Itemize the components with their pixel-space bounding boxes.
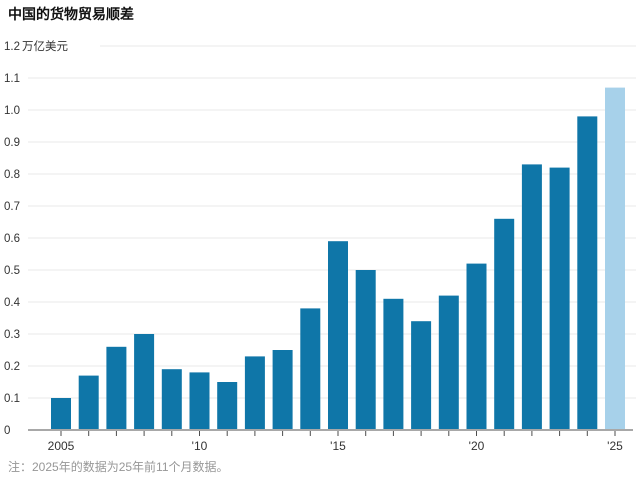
bar-2005 [51, 398, 71, 430]
y-axis-tick-label: 0.9 [4, 137, 20, 149]
y-axis-tick-label: 0.1 [4, 393, 20, 405]
bar-2014 [300, 308, 321, 430]
y-axis-tick-label: 0.4 [4, 297, 21, 309]
x-axis-tick-label: '20 [469, 439, 485, 453]
bar-2013 [272, 350, 293, 430]
x-axis-tick-label: '10 [192, 439, 208, 453]
bar-2007 [106, 346, 127, 430]
x-axis-tick-label: '25 [607, 439, 623, 453]
y-axis-tick-label: 1.0 [4, 105, 20, 117]
y-axis-tick-label: 0.6 [4, 233, 20, 245]
bar-2017 [383, 298, 404, 430]
bar-2012 [244, 356, 265, 430]
bar-2025 [605, 87, 625, 430]
chart-footnote: 注：2025年的数据为25年前11个月数据。 [8, 460, 229, 474]
x-axis-tick-label: 2005 [48, 439, 75, 453]
y-axis-tick-label: 1.2 万亿美元 [4, 39, 68, 53]
y-axis-tick-label: 0.3 [4, 329, 20, 341]
y-axis-tick-label: 1.1 [4, 73, 20, 85]
y-axis-tick-label: 0.2 [4, 361, 20, 373]
y-axis-tick-label: 0 [4, 425, 10, 437]
bar-2022 [521, 164, 542, 430]
x-axis-tick-label: '15 [330, 439, 346, 453]
bar-2008 [134, 334, 155, 430]
bar-2023 [549, 167, 570, 430]
bar-2006 [78, 375, 99, 430]
bar-2009 [161, 369, 182, 430]
bar-2019 [438, 295, 459, 430]
y-axis-tick-label: 0.7 [4, 201, 20, 213]
y-axis-tick-label: 0.5 [4, 265, 20, 277]
bar-2011 [217, 382, 238, 430]
bar-2010 [189, 372, 210, 430]
chart-title: 中国的货物贸易顺差 [8, 6, 134, 22]
bar-2016 [355, 270, 376, 430]
y-axis-tick-label: 0.8 [4, 169, 20, 181]
bar-2021 [494, 218, 515, 430]
bar-2020 [466, 263, 487, 430]
y-axis-unit-label: 万亿美元 [22, 39, 68, 53]
bar-2015 [328, 241, 348, 430]
bar-2024 [577, 116, 598, 431]
bar-2018 [411, 321, 432, 430]
